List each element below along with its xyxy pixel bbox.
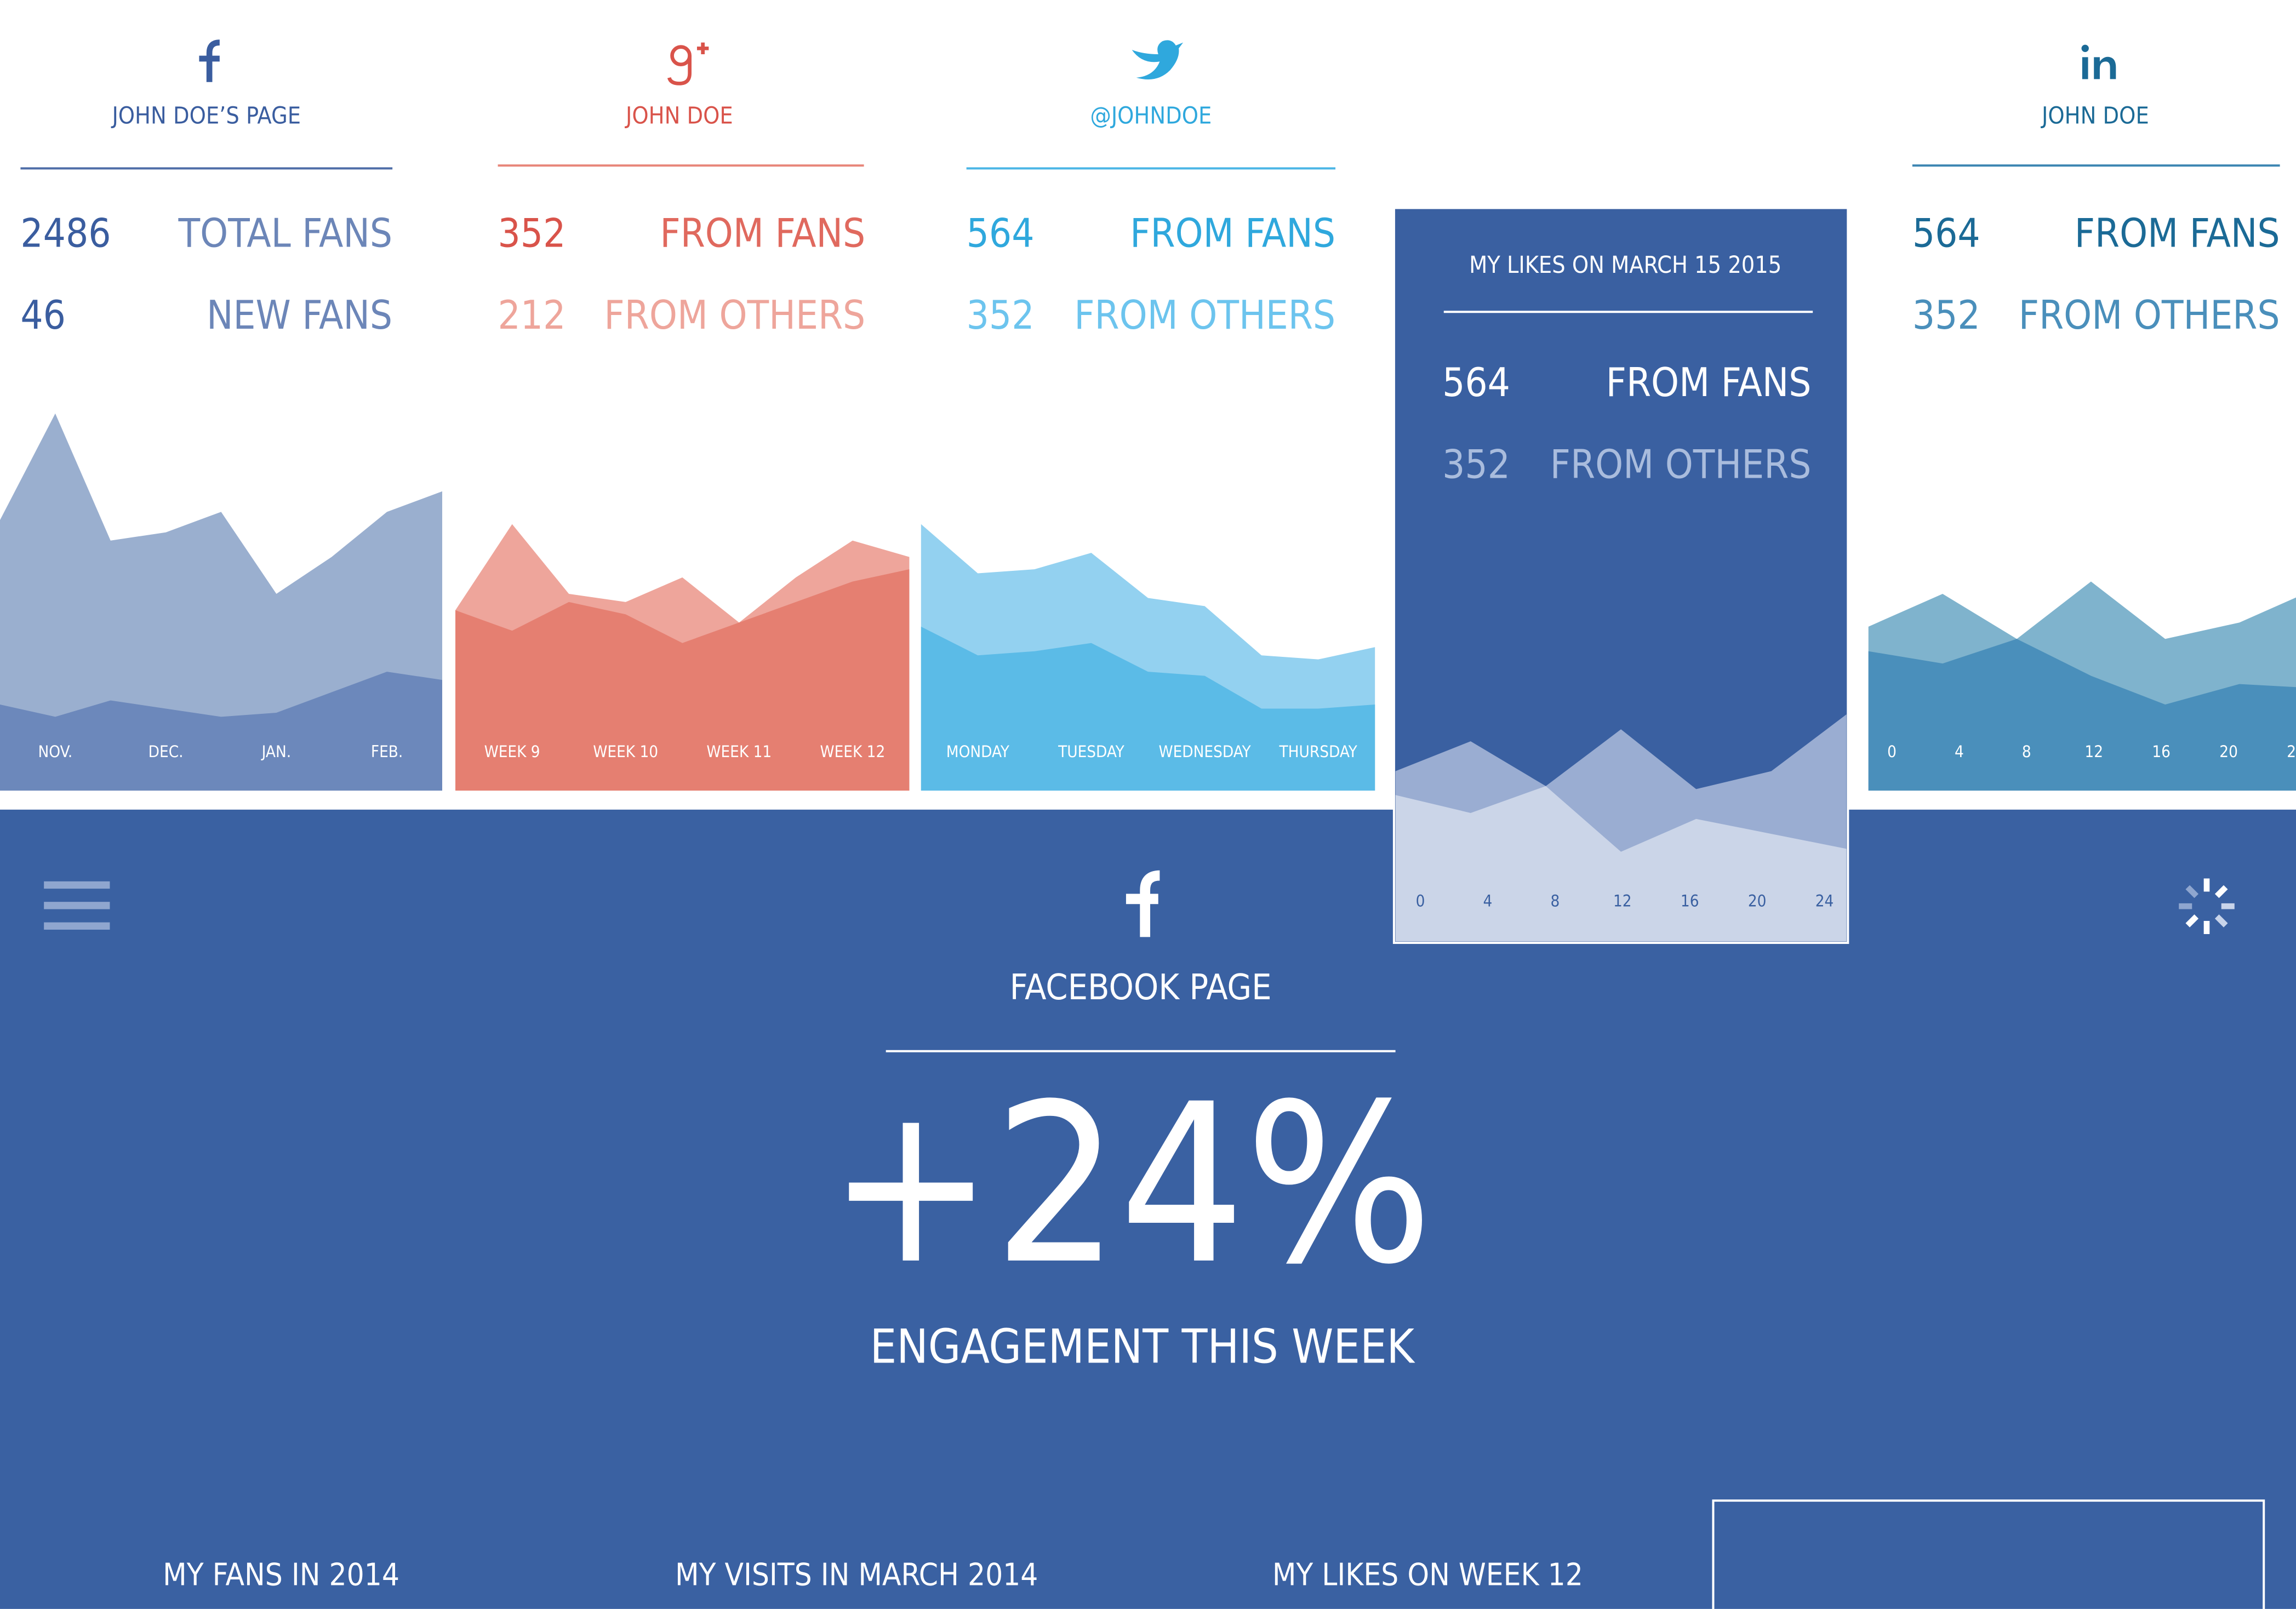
stat-value: 564 — [1912, 210, 1980, 256]
area — [0, 672, 443, 791]
area — [1868, 639, 2296, 791]
stat-value: 352 — [1442, 442, 1510, 488]
stat-value: 46 — [20, 293, 66, 339]
twitter-icon — [1132, 40, 1184, 80]
x-tick-label: THURSDAY — [1279, 742, 1358, 761]
x-tick-label: 8 — [1550, 892, 1560, 911]
main-panel — [0, 809, 2296, 1609]
cards: JOHN DOE’S PAGE 2486 TOTAL FANS 46 NEW FANS N… — [0, 102, 2296, 791]
google-plus-icon — [667, 42, 709, 85]
linkedin-icon — [2081, 44, 2116, 79]
stat-label: NEW FANS — [207, 293, 392, 339]
x-tick-label: 20 — [1748, 892, 1767, 911]
x-tick-label: JAN. — [261, 742, 292, 761]
section-title: MY FANS IN 2014 — [163, 1558, 399, 1593]
x-tick-label: 4 — [1955, 742, 1964, 761]
card-name: @JOHNDOE — [1090, 102, 1212, 129]
stat-label: FROM FANS — [2075, 210, 2280, 256]
area — [1395, 786, 1847, 942]
stat-value: 2486 — [20, 210, 111, 256]
x-tick-label: WEDNESDAY — [1158, 742, 1251, 761]
loading-icon — [2179, 878, 2235, 934]
stat-label: FROM OTHERS — [1550, 442, 1812, 488]
x-tick-label: 16 — [2152, 742, 2171, 761]
x-tick-label: DEC. — [149, 742, 184, 761]
stat-value: 212 — [498, 293, 566, 339]
stat-value: 352 — [967, 293, 1035, 339]
facebook-icon — [199, 39, 220, 82]
x-tick-label: FEB. — [371, 742, 403, 761]
x-tick-label: 24 — [2287, 742, 2296, 761]
x-tick-label: 20 — [2219, 742, 2238, 761]
x-tick-label: MONDAY — [946, 742, 1010, 761]
popup: MY LIKES ON MARCH 15 2015 564 FROM FANS 352… — [1392, 207, 1849, 944]
x-tick-label: 8 — [2022, 742, 2031, 761]
headline: +24% — [828, 1057, 1433, 1313]
x-tick-label: 12 — [1613, 892, 1632, 911]
x-tick-label: 12 — [2084, 742, 2103, 761]
stat-label: TOTAL FANS — [178, 210, 393, 256]
stat-value: 352 — [1912, 293, 1980, 339]
x-tick-label: WEEK 12 — [820, 742, 885, 761]
card-name: JOHN DOE — [2041, 102, 2149, 129]
card: JOHN DOE’S PAGE 2486 TOTAL FANS 46 NEW FANS N… — [0, 102, 443, 791]
section-title: MY LIKES ON WEEK 12 — [1272, 1558, 1583, 1593]
stat-label: FROM OTHERS — [2019, 293, 2280, 339]
popup-title: MY LIKES ON MARCH 15 2015 — [1469, 251, 1781, 279]
stat-label: FROM FANS — [1130, 210, 1335, 256]
card: JOHN DOE 352 FROM FANS 212 FROM OTHERS WEEK 9… — [455, 102, 910, 791]
x-tick-label: NOV. — [38, 742, 73, 761]
x-tick-label: WEEK 9 — [484, 742, 540, 761]
x-tick-label: WEEK 10 — [593, 742, 658, 761]
stat-value: 564 — [1442, 360, 1510, 406]
x-tick-label: WEEK 11 — [706, 742, 772, 761]
x-tick-label: 24 — [1815, 892, 1834, 911]
card-name: JOHN DOE’S PAGE — [111, 102, 301, 129]
stat-label: FROM OTHERS — [1074, 293, 1335, 339]
stat-value: 352 — [498, 210, 566, 256]
main-title: FACEBOOK PAGE — [1010, 967, 1272, 1008]
stat-label: FROM FANS — [660, 210, 865, 256]
x-tick-label: 0 — [1416, 892, 1425, 911]
area — [455, 569, 910, 791]
x-tick-label: 0 — [1887, 742, 1897, 761]
main-subtitle: ENGAGEMENT THIS WEEK — [870, 1320, 1416, 1374]
section-title: MY VISITS IN MARCH 2014 — [675, 1558, 1038, 1593]
stat-label: FROM OTHERS — [604, 293, 865, 339]
section-box — [1712, 1499, 2265, 1609]
card: JOHN DOE 564 FROM FANS 352 FROM OTHERS 0 4 8 12 1… — [1868, 102, 2296, 791]
x-tick-label: TUESDAY — [1058, 742, 1125, 761]
stat-label: FROM FANS — [1606, 360, 1812, 406]
card: @JOHNDOE 564 FROM FANS 352 FROM OTHERS MONDAY… — [921, 102, 1375, 791]
card-name: JOHN DOE — [625, 102, 733, 129]
main-facebook-icon — [1126, 870, 1160, 937]
menu-icon[interactable] — [44, 881, 110, 930]
area — [921, 626, 1375, 791]
x-tick-label: 4 — [1483, 892, 1493, 911]
stat-value: 564 — [967, 210, 1035, 256]
x-tick-label: 16 — [1681, 892, 1699, 911]
